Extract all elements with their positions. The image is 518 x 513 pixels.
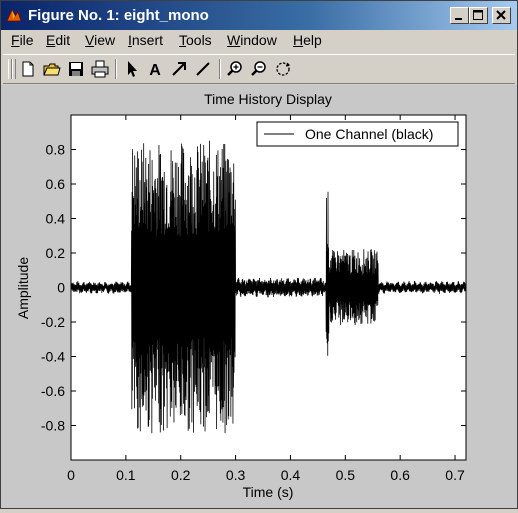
x-tick-label: 0.5	[336, 467, 356, 483]
legend-label: One Channel (black)	[305, 126, 433, 142]
y-tick-label: -0.4	[41, 349, 65, 365]
print-button[interactable]	[89, 58, 111, 80]
new-figure-button[interactable]	[17, 58, 39, 80]
rotate-3d-button[interactable]	[272, 58, 294, 80]
zoom-in-icon	[227, 61, 242, 76]
x-tick-label: 0.1	[116, 467, 136, 483]
y-tick-label: 0.8	[46, 142, 66, 158]
x-tick-label: 0.4	[281, 467, 301, 483]
y-tick-label: -0.2	[41, 314, 65, 330]
figure-toolbar: A	[3, 54, 515, 84]
x-tick-label: 0.6	[390, 467, 410, 483]
insert-line-icon	[196, 62, 210, 76]
title-bar[interactable]: Figure No. 1: eight_mono	[1, 1, 517, 30]
waveform-series	[70, 140, 467, 434]
menu-file[interactable]: File	[11, 32, 34, 48]
save-button[interactable]	[65, 58, 87, 80]
insert-line-button[interactable]	[192, 58, 214, 80]
zoom-out-button[interactable]	[248, 58, 270, 80]
open-file-button[interactable]	[41, 58, 63, 80]
insert-arrow-button[interactable]	[168, 58, 190, 80]
y-tick-label: 0.4	[46, 211, 66, 227]
y-tick-label: -0.8	[41, 418, 65, 434]
menu-insert[interactable]: Insert	[128, 32, 164, 48]
minimize-button[interactable]	[450, 7, 469, 24]
y-tick-label: 0.2	[46, 245, 66, 261]
print-icon	[91, 60, 109, 78]
menu-help[interactable]: Help	[293, 32, 322, 48]
legend-box	[256, 121, 459, 147]
minimize-icon	[455, 18, 462, 20]
select-arrow-icon	[128, 61, 137, 77]
toolbar-grip[interactable]	[12, 59, 16, 79]
menu-tools[interactable]: Tools	[179, 32, 212, 48]
series-line-one-channel	[70, 140, 467, 434]
rotate-3d-icon	[276, 62, 291, 76]
y-axis: 0.8 0.6 0.4 0.2 0 -0.2 -0.4 -0.6 -0.8	[41, 142, 466, 434]
toolbar-grip[interactable]	[8, 59, 12, 79]
matlab-figure-icon[interactable]	[6, 7, 22, 23]
x-axis: 0 0.1 0.2 0.3 0.4 0.5 0.6 0.7	[67, 115, 465, 483]
new-file-icon	[22, 61, 34, 77]
x-tick-label: 0.3	[226, 467, 246, 483]
y-tick-label: 0.6	[46, 176, 66, 192]
insert-text-button[interactable]: A	[144, 58, 166, 80]
zoom-in-button[interactable]	[224, 58, 246, 80]
menu-window[interactable]: Window	[227, 32, 277, 48]
y-axis-label: Amplitude	[15, 257, 31, 319]
figure-canvas: Time History Display 0 0.1 0.2 0.3 0.4 0.5 0.6…	[1, 85, 517, 508]
toolbar-separator	[219, 59, 221, 79]
menu-bar: File Edit View Insert Tools Window Help	[1, 30, 517, 51]
open-folder-icon	[43, 63, 61, 76]
y-tick-label: -0.6	[41, 383, 65, 399]
x-tick-label: 0	[67, 467, 75, 483]
y-tick-label: 0	[57, 280, 65, 296]
zoom-out-icon	[251, 61, 266, 76]
legend[interactable]: One Channel (black)	[256, 121, 459, 147]
close-button[interactable]	[492, 7, 511, 24]
plot-svg[interactable]: Time History Display 0 0.1 0.2 0.3 0.4 0.5 0.6…	[1, 85, 517, 508]
insert-arrow-icon	[172, 62, 186, 76]
svg-text:A: A	[149, 62, 161, 79]
save-icon	[69, 62, 83, 76]
insert-text-icon: A	[149, 62, 161, 79]
window-title: Figure No. 1: eight_mono	[28, 7, 209, 24]
toolbar-separator	[115, 59, 117, 79]
maximize-icon	[473, 10, 483, 20]
maximize-button[interactable]	[469, 7, 488, 24]
close-icon	[496, 10, 506, 20]
menu-view[interactable]: View	[85, 32, 116, 48]
x-axis-label: Time (s)	[243, 484, 294, 500]
menu-edit[interactable]: Edit	[46, 32, 71, 48]
x-tick-label: 0.2	[171, 467, 191, 483]
x-tick-label: 0.7	[445, 467, 465, 483]
edit-plot-button[interactable]	[120, 58, 142, 80]
chart-title: Time History Display	[204, 91, 332, 107]
